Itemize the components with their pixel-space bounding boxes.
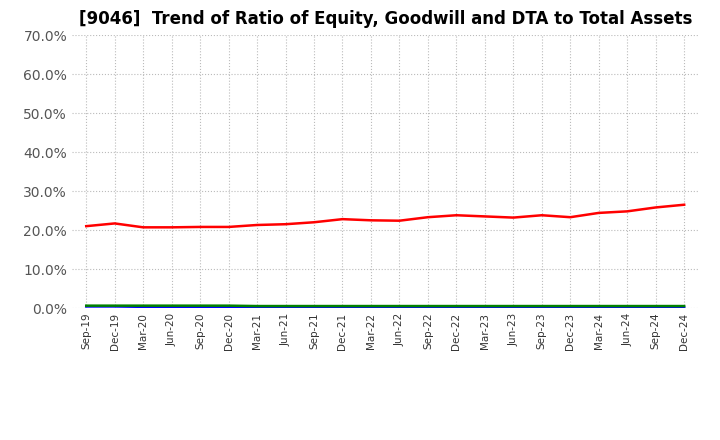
Equity [310,220,318,225]
Equity [253,222,261,227]
Deferred Tax Assets [225,303,233,308]
Deferred Tax Assets [310,304,318,309]
Equity [509,215,518,220]
Equity [595,210,603,216]
Goodwill [310,304,318,310]
Equity [167,225,176,230]
Goodwill [225,304,233,309]
Equity [225,224,233,230]
Equity [196,224,204,230]
Deferred Tax Assets [680,304,688,309]
Equity [680,202,688,207]
Deferred Tax Assets [253,304,261,309]
Deferred Tax Assets [282,304,290,309]
Equity [139,225,148,230]
Legend: Equity, Goodwill, Deferred Tax Assets: Equity, Goodwill, Deferred Tax Assets [173,437,598,440]
Goodwill [537,305,546,310]
Goodwill [566,305,575,310]
Deferred Tax Assets [452,304,461,309]
Goodwill [423,305,432,310]
Goodwill [338,304,347,310]
Goodwill [652,305,660,310]
Deferred Tax Assets [395,304,404,309]
Equity [452,213,461,218]
Equity [480,214,489,219]
Equity [623,209,631,214]
Goodwill [595,305,603,310]
Equity [395,218,404,224]
Title: [9046]  Trend of Ratio of Equity, Goodwill and DTA to Total Assets: [9046] Trend of Ratio of Equity, Goodwil… [78,10,692,28]
Equity [652,205,660,210]
Deferred Tax Assets [652,304,660,309]
Deferred Tax Assets [366,304,375,309]
Goodwill [623,305,631,310]
Deferred Tax Assets [509,304,518,309]
Equity [110,221,119,226]
Equity [566,215,575,220]
Goodwill [680,305,688,310]
Deferred Tax Assets [167,303,176,308]
Equity [366,218,375,223]
Goodwill [139,304,148,309]
Deferred Tax Assets [480,304,489,309]
Line: Equity: Equity [86,205,684,227]
Deferred Tax Assets [82,303,91,308]
Deferred Tax Assets [537,304,546,309]
Goodwill [452,305,461,310]
Deferred Tax Assets [110,303,119,308]
Deferred Tax Assets [623,304,631,309]
Goodwill [282,304,290,310]
Deferred Tax Assets [595,304,603,309]
Goodwill [366,304,375,310]
Goodwill [509,305,518,310]
Goodwill [196,304,204,309]
Goodwill [253,304,261,310]
Deferred Tax Assets [566,304,575,309]
Equity [282,222,290,227]
Deferred Tax Assets [196,303,204,308]
Deferred Tax Assets [139,303,148,308]
Line: Goodwill: Goodwill [86,306,684,308]
Equity [423,215,432,220]
Equity [338,216,347,222]
Deferred Tax Assets [338,304,347,309]
Goodwill [395,305,404,310]
Goodwill [480,305,489,310]
Equity [537,213,546,218]
Equity [82,224,91,229]
Goodwill [167,304,176,309]
Goodwill [110,304,119,309]
Goodwill [82,304,91,309]
Deferred Tax Assets [423,304,432,309]
